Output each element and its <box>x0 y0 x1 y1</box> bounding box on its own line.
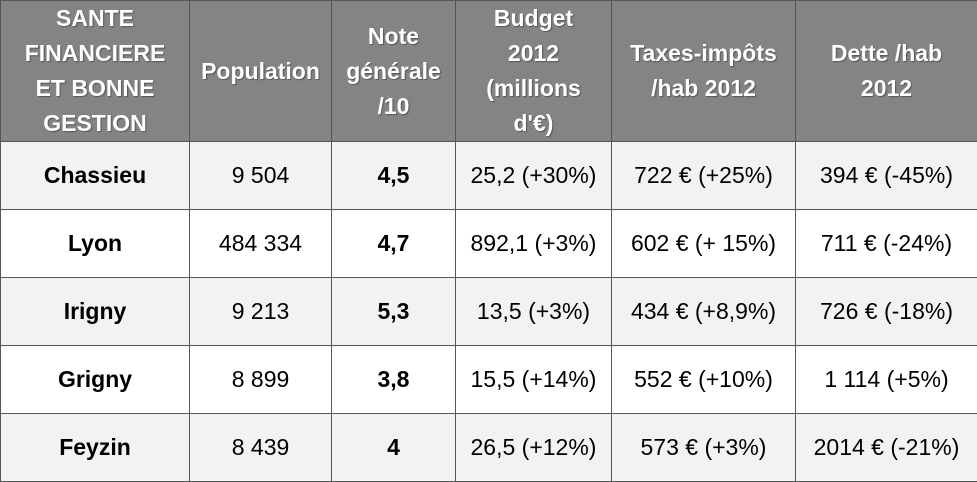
city-cell: Chassieu <box>1 142 190 210</box>
debt-cell: 711 € (-24%) <box>796 210 977 278</box>
table-row: Feyzin 8 439 4 26,5 (+12%) 573 € (+3%) 2… <box>1 414 977 482</box>
score-cell: 4,5 <box>332 142 456 210</box>
taxes-cell: 602 € (+ 15%) <box>612 210 796 278</box>
taxes-cell: 434 € (+8,9%) <box>612 278 796 346</box>
city-cell: Lyon <box>1 210 190 278</box>
table-row: Irigny 9 213 5,3 13,5 (+3%) 434 € (+8,9%… <box>1 278 977 346</box>
header-budget: Budget 2012 (millions d'€) <box>456 1 612 142</box>
taxes-cell: 722 € (+25%) <box>612 142 796 210</box>
table-row: Grigny 8 899 3,8 15,5 (+14%) 552 € (+10%… <box>1 346 977 414</box>
city-cell: Feyzin <box>1 414 190 482</box>
debt-cell: 2014 € (-21%) <box>796 414 977 482</box>
taxes-cell: 573 € (+3%) <box>612 414 796 482</box>
header-debt-per-inhabitant: Dette /hab 2012 <box>796 1 977 142</box>
city-cell: Irigny <box>1 278 190 346</box>
budget-cell: 15,5 (+14%) <box>456 346 612 414</box>
taxes-cell: 552 € (+10%) <box>612 346 796 414</box>
budget-cell: 26,5 (+12%) <box>456 414 612 482</box>
table-row: Lyon 484 334 4,7 892,1 (+3%) 602 € (+ 15… <box>1 210 977 278</box>
header-row: SANTE FINANCIERE ET BONNE GESTION Popula… <box>1 1 977 142</box>
table-row: Chassieu 9 504 4,5 25,2 (+30%) 722 € (+2… <box>1 142 977 210</box>
debt-cell: 394 € (-45%) <box>796 142 977 210</box>
score-cell: 3,8 <box>332 346 456 414</box>
header-population: Population <box>190 1 332 142</box>
budget-cell: 13,5 (+3%) <box>456 278 612 346</box>
population-cell: 8 899 <box>190 346 332 414</box>
population-cell: 9 213 <box>190 278 332 346</box>
header-overall-score: Note générale /10 <box>332 1 456 142</box>
header-taxes-per-inhabitant: Taxes-impôts /hab 2012 <box>612 1 796 142</box>
population-cell: 9 504 <box>190 142 332 210</box>
score-cell: 4,7 <box>332 210 456 278</box>
header-category: SANTE FINANCIERE ET BONNE GESTION <box>1 1 190 142</box>
debt-cell: 726 € (-18%) <box>796 278 977 346</box>
city-cell: Grigny <box>1 346 190 414</box>
debt-cell: 1 114 (+5%) <box>796 346 977 414</box>
table-header: SANTE FINANCIERE ET BONNE GESTION Popula… <box>1 1 977 142</box>
budget-cell: 892,1 (+3%) <box>456 210 612 278</box>
budget-cell: 25,2 (+30%) <box>456 142 612 210</box>
score-cell: 4 <box>332 414 456 482</box>
table-body: Chassieu 9 504 4,5 25,2 (+30%) 722 € (+2… <box>1 142 977 482</box>
population-cell: 8 439 <box>190 414 332 482</box>
population-cell: 484 334 <box>190 210 332 278</box>
score-cell: 5,3 <box>332 278 456 346</box>
